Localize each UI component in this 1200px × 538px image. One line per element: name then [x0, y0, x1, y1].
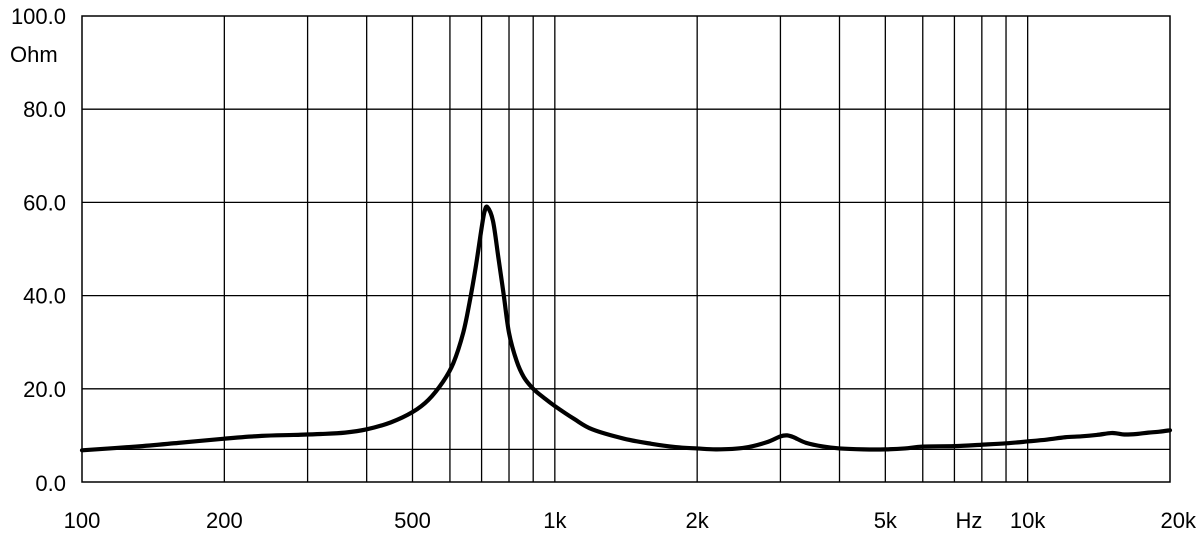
y-tick-label: 60.0: [23, 190, 66, 215]
x-tick-label: 2k: [686, 508, 710, 533]
x-tick-label: 1k: [543, 508, 567, 533]
y-tick-labels: 0.0 20.0 40.0 60.0 80.0 100.0: [11, 4, 66, 496]
x-tick-label: 100: [64, 508, 101, 533]
y-tick-label: 0.0: [35, 471, 66, 496]
y-axis-label: Ohm: [10, 42, 58, 67]
impedance-curve: [79, 204, 1173, 453]
x-axis-label: Hz: [956, 508, 983, 533]
y-tick-label: 100.0: [11, 4, 66, 29]
plot-frame: [81, 15, 1171, 483]
x-tick-label: 5k: [874, 508, 898, 533]
x-tick-label: 500: [394, 508, 431, 533]
y-tick-label: 20.0: [23, 377, 66, 402]
y-tick-label: 40.0: [23, 284, 66, 309]
x-tick-label: 10k: [1010, 508, 1046, 533]
x-tick-label: 200: [206, 508, 243, 533]
y-tick-label: 80.0: [23, 97, 66, 122]
x-tick-labels: 100 200 500 1k 2k 5k 10k 20k: [64, 508, 1197, 533]
x-tick-label: 20k: [1161, 508, 1197, 533]
grid: [82, 16, 1170, 482]
